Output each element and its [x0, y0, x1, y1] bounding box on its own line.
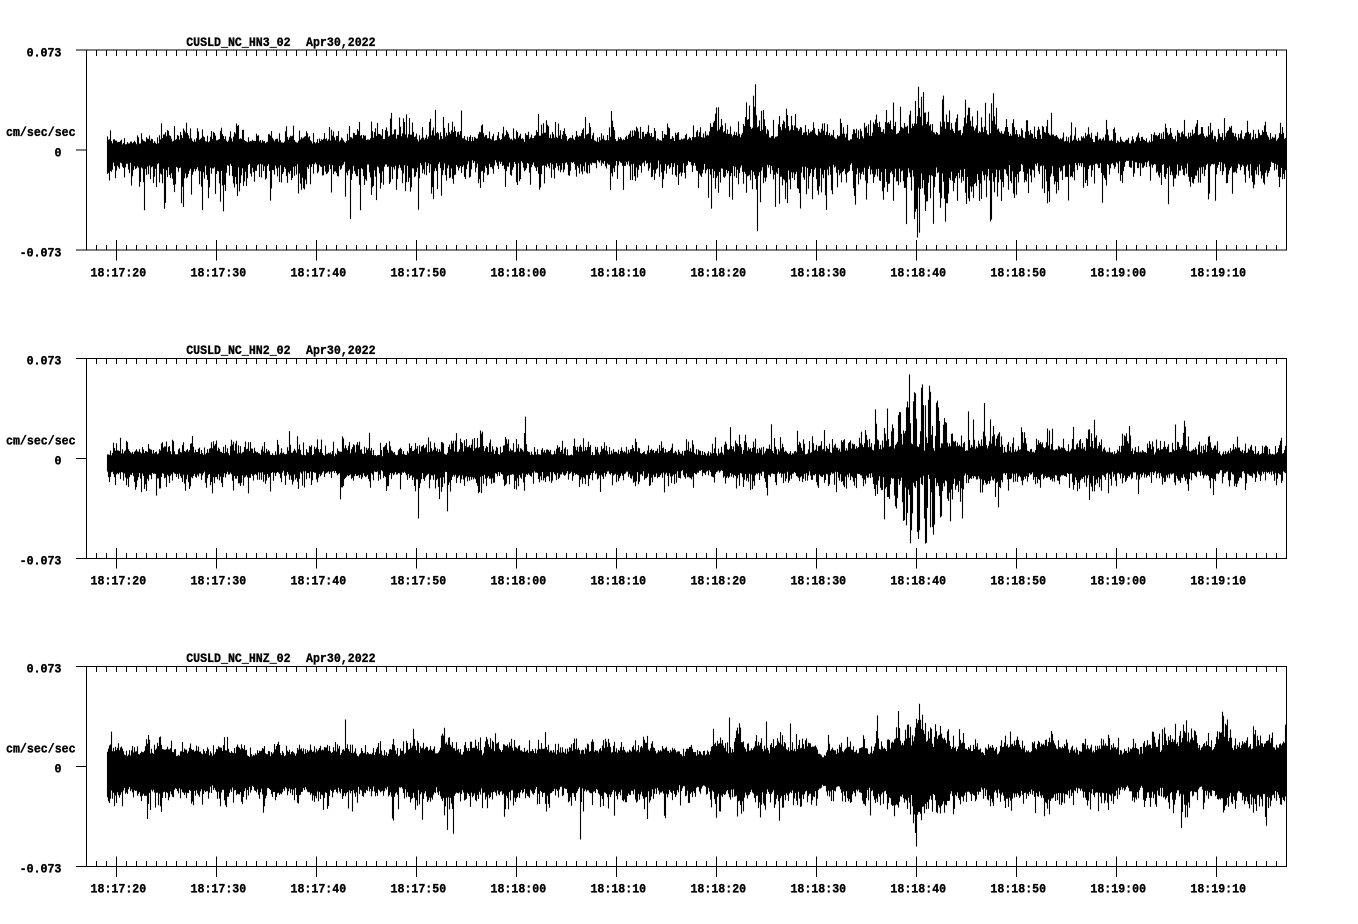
- svg-text:18:17:20: 18:17:20: [91, 574, 147, 589]
- svg-text:18:18:40: 18:18:40: [890, 574, 946, 589]
- svg-text:18:18:10: 18:18:10: [590, 882, 646, 897]
- svg-text:18:17:40: 18:17:40: [291, 265, 347, 280]
- svg-text:18:17:50: 18:17:50: [391, 882, 447, 897]
- svg-text:18:17:50: 18:17:50: [391, 574, 447, 589]
- svg-text:18:18:10: 18:18:10: [590, 574, 646, 589]
- svg-text:18:19:10: 18:19:10: [1190, 574, 1246, 589]
- svg-text:18:17:40: 18:17:40: [291, 574, 347, 589]
- svg-text:18:18:50: 18:18:50: [990, 265, 1046, 280]
- svg-text:18:17:30: 18:17:30: [191, 882, 247, 897]
- svg-text:CUSLD_NC_HN2_02: CUSLD_NC_HN2_02: [186, 343, 291, 358]
- svg-text:18:17:20: 18:17:20: [91, 882, 147, 897]
- svg-text:18:18:30: 18:18:30: [790, 882, 846, 897]
- svg-text:0.073: 0.073: [27, 662, 62, 677]
- svg-text:18:19:10: 18:19:10: [1190, 882, 1246, 897]
- svg-text:18:17:50: 18:17:50: [391, 265, 447, 280]
- svg-text:18:17:40: 18:17:40: [291, 882, 347, 897]
- svg-text:cm/sec/sec: cm/sec/sec: [6, 125, 76, 140]
- svg-text:CUSLD_NC_HN3_02: CUSLD_NC_HN3_02: [186, 35, 291, 50]
- svg-text:18:19:10: 18:19:10: [1190, 265, 1246, 280]
- svg-text:18:19:00: 18:19:00: [1090, 265, 1146, 280]
- svg-text:18:18:50: 18:18:50: [990, 574, 1046, 589]
- svg-text:cm/sec/sec: cm/sec/sec: [6, 742, 76, 757]
- svg-text:18:18:20: 18:18:20: [690, 574, 746, 589]
- svg-text:18:18:30: 18:18:30: [790, 265, 846, 280]
- svg-text:Apr30,2022: Apr30,2022: [306, 651, 376, 666]
- svg-text:18:18:00: 18:18:00: [490, 265, 546, 280]
- svg-text:18:17:20: 18:17:20: [91, 265, 147, 280]
- svg-text:0.073: 0.073: [27, 45, 62, 60]
- svg-text:18:19:00: 18:19:00: [1090, 574, 1146, 589]
- svg-text:CUSLD_NC_HNZ_02: CUSLD_NC_HNZ_02: [186, 651, 291, 666]
- svg-text:18:18:40: 18:18:40: [890, 882, 946, 897]
- svg-text:18:18:00: 18:18:00: [490, 882, 546, 897]
- svg-text:Apr30,2022: Apr30,2022: [306, 343, 376, 358]
- svg-text:0.073: 0.073: [27, 353, 62, 368]
- svg-text:Apr30,2022: Apr30,2022: [306, 35, 376, 50]
- svg-text:18:18:50: 18:18:50: [990, 882, 1046, 897]
- svg-text:18:18:00: 18:18:00: [490, 574, 546, 589]
- svg-text:0: 0: [54, 762, 61, 777]
- svg-text:18:18:40: 18:18:40: [890, 265, 946, 280]
- svg-text:-0.073: -0.073: [20, 245, 62, 260]
- svg-text:0: 0: [54, 145, 61, 160]
- svg-text:18:17:30: 18:17:30: [191, 265, 247, 280]
- svg-text:0: 0: [54, 454, 61, 469]
- svg-text:18:18:10: 18:18:10: [590, 265, 646, 280]
- svg-text:18:19:00: 18:19:00: [1090, 882, 1146, 897]
- svg-text:18:17:30: 18:17:30: [191, 574, 247, 589]
- svg-text:18:18:20: 18:18:20: [690, 265, 746, 280]
- svg-text:cm/sec/sec: cm/sec/sec: [6, 433, 76, 448]
- svg-text:-0.073: -0.073: [20, 862, 62, 877]
- svg-text:18:18:30: 18:18:30: [790, 574, 846, 589]
- svg-text:18:18:20: 18:18:20: [690, 882, 746, 897]
- svg-text:-0.073: -0.073: [20, 554, 62, 569]
